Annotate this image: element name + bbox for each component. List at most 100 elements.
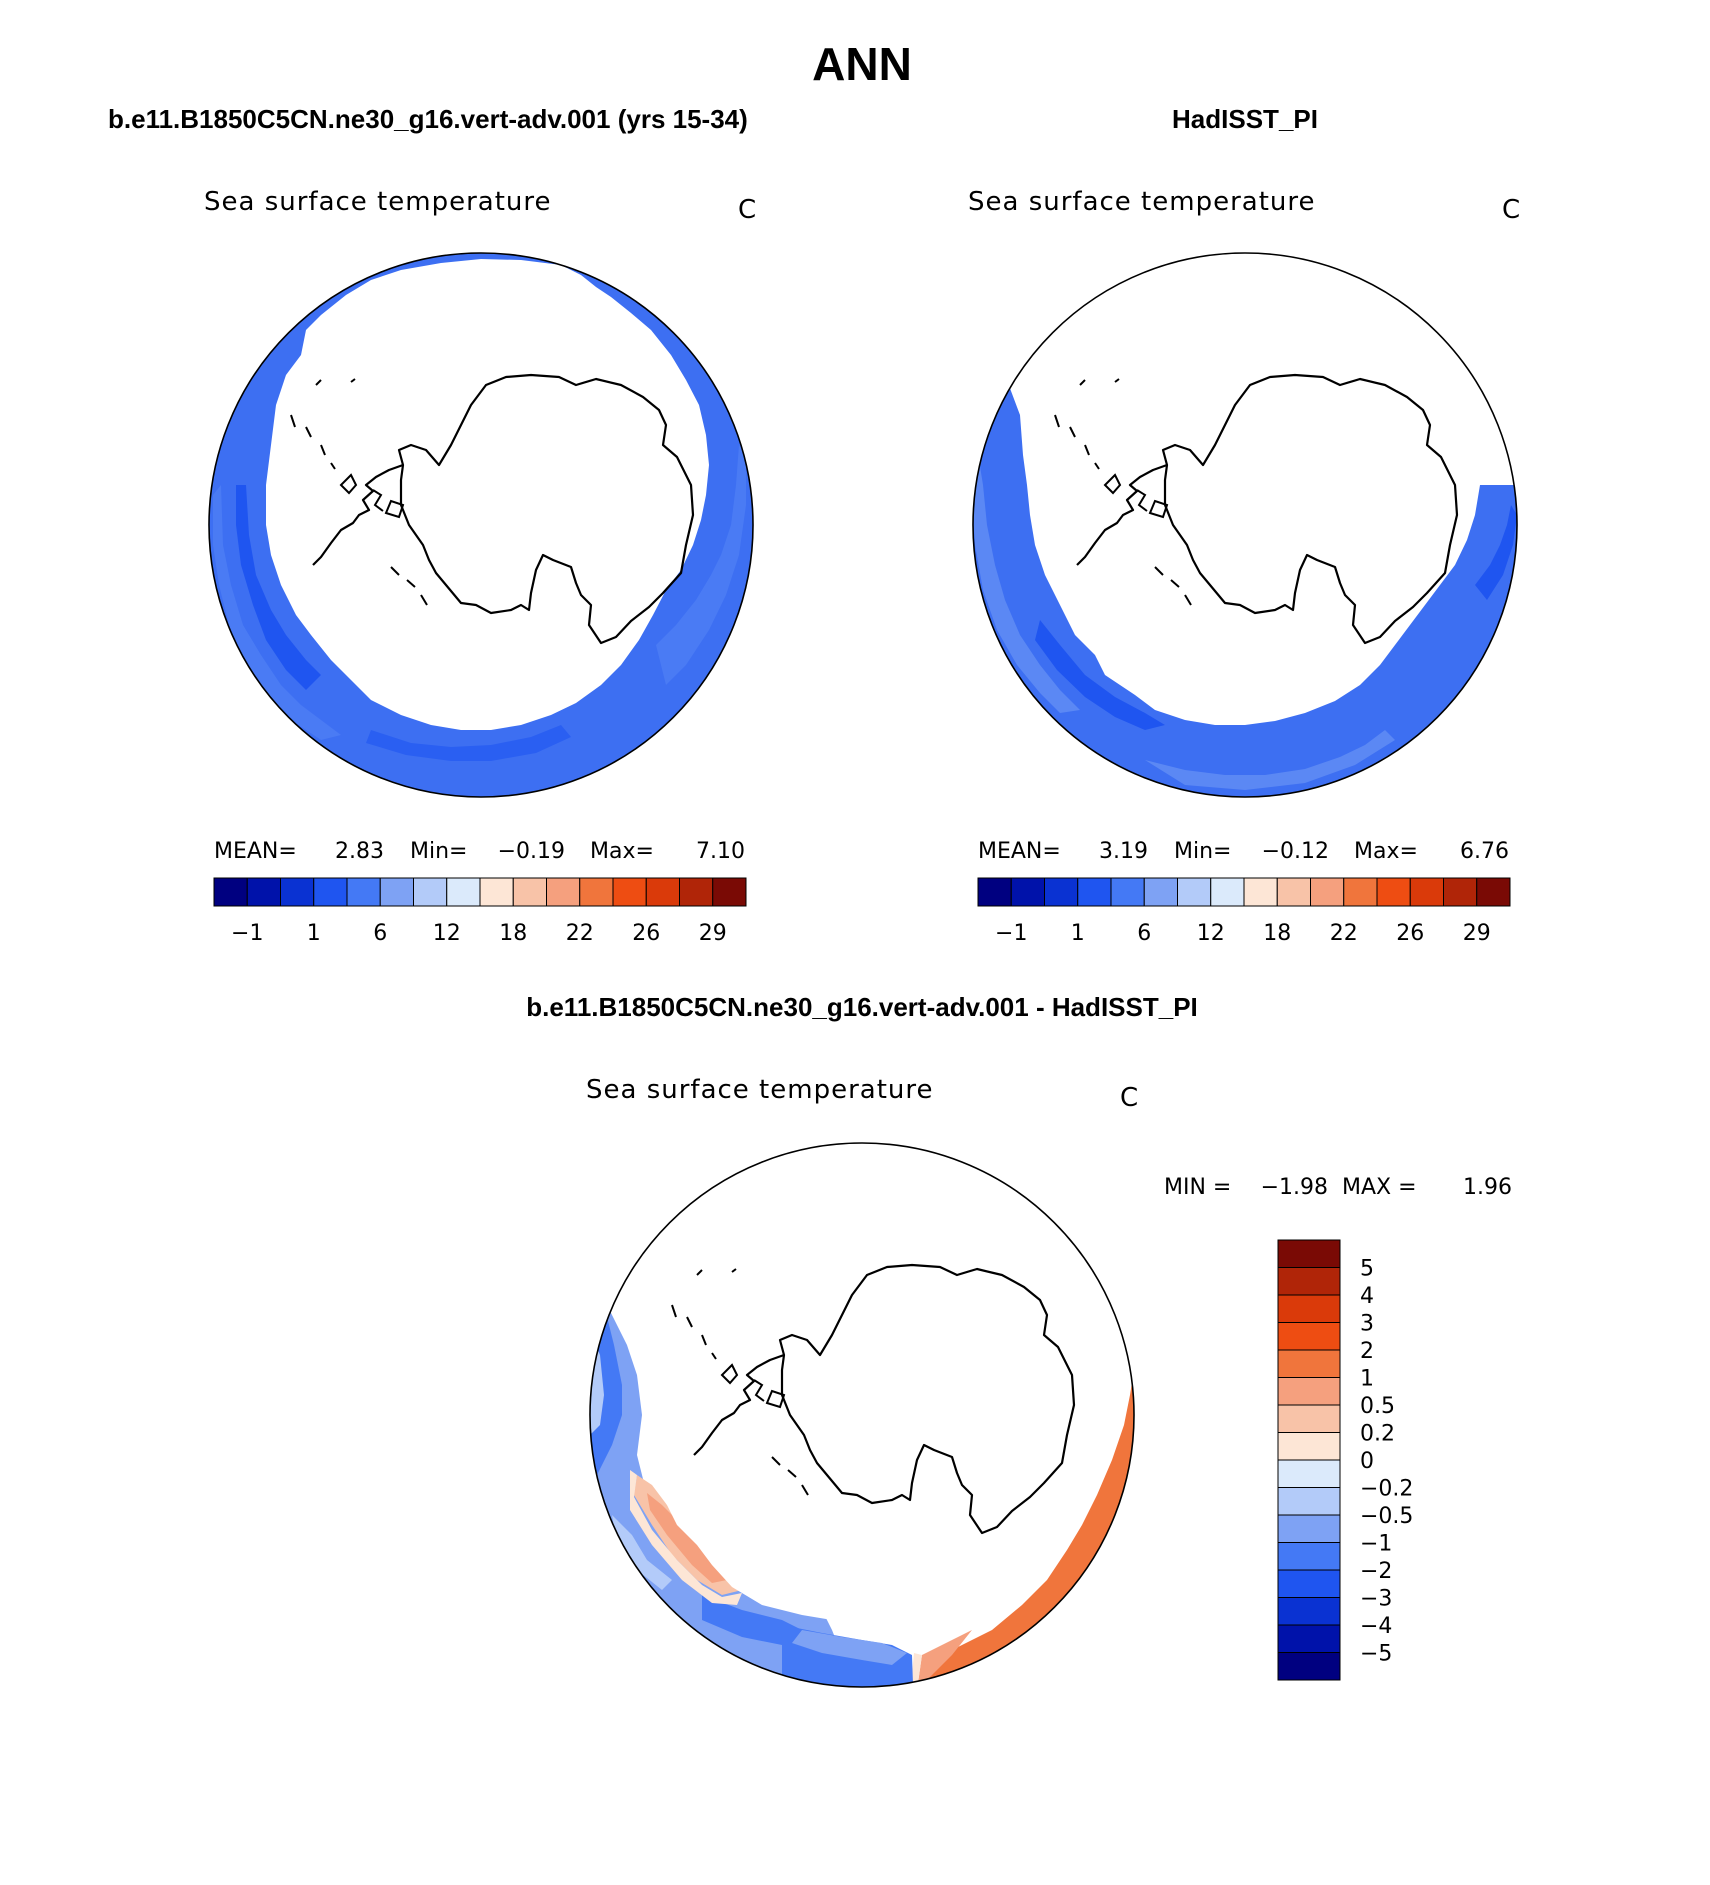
obs-colorbar-tick-label: 6: [1137, 921, 1151, 946]
obs-mean-label: MEAN=: [978, 839, 1061, 864]
diff-colorbar-tick-label: −1: [1360, 1532, 1392, 1557]
obs-colorbar: −1 1 6 12 18 22 26 29: [977, 877, 1511, 946]
model-mean-label: MEAN=: [214, 839, 297, 864]
model-colorbar-cell: [379, 877, 414, 907]
obs-antarctica-coastline: [1054, 373, 1459, 645]
diff-colorbar: 54 32 10.5 0.20 −0.2−0.5 −1−2 −3−4 −5: [1277, 1239, 1413, 1681]
obs-colorbar-tick-label: 18: [1263, 921, 1291, 946]
diff-colorbar-tick-label: 0.5: [1360, 1394, 1395, 1419]
model-max-label: Max=: [590, 839, 654, 864]
diff-colorbar-cell: [1277, 1404, 1341, 1433]
obs-colorbar-cell: [977, 877, 1012, 907]
diff-colorbar-cell: [1277, 1487, 1341, 1516]
model-header: b.e11.B1850C5CN.ne30_g16.vert-adv.001 (y…: [108, 104, 748, 134]
diff-variable-label: Sea surface temperature: [586, 1075, 933, 1105]
diff-max-label: MAX =: [1342, 1175, 1417, 1200]
model-units-label: C: [738, 195, 756, 225]
obs-max-value: 6.76: [1460, 839, 1509, 864]
diff-colorbar-tick-label: 0: [1360, 1449, 1374, 1474]
obs-ocean-light-band: [973, 435, 1080, 713]
model-ocean-fill: [209, 253, 753, 797]
diff-warm-patch-rim: [630, 1470, 742, 1605]
obs-ocean-south-light: [1145, 730, 1395, 790]
diff-max-value: 1.96: [1463, 1175, 1512, 1200]
diff-colorbar-tick-label: 1: [1360, 1367, 1374, 1392]
obs-colorbar-cell: [1177, 877, 1212, 907]
diff-colorbar-cell: [1277, 1624, 1341, 1653]
model-colorbar-cell: [246, 877, 281, 907]
model-colorbar-cell: [546, 877, 581, 907]
obs-ocean-dark-band: [1035, 620, 1165, 730]
obs-mean-value: 3.19: [1099, 839, 1148, 864]
obs-colorbar-cell: [1310, 877, 1345, 907]
diff-south-cool-light: [792, 1630, 907, 1665]
model-colorbar-cell: [712, 877, 747, 907]
obs-colorbar-cell: [1010, 877, 1045, 907]
obs-header: HadISST_PI: [1172, 104, 1318, 134]
model-ocean-east-band: [656, 445, 746, 685]
model-colorbar-tick-label: 29: [699, 921, 727, 946]
diff-colorbar-tick-label: −3: [1360, 1587, 1392, 1612]
diff-colorbar-cell: [1277, 1652, 1341, 1681]
obs-colorbar-cell: [1476, 877, 1511, 907]
model-warm-spot-2: [209, 425, 217, 435]
obs-colorbar-cell: [1276, 877, 1311, 907]
obs-colorbar-cell: [1143, 877, 1178, 907]
obs-colorbar-tick-label: 22: [1330, 921, 1358, 946]
obs-max-label: Max=: [1354, 839, 1418, 864]
model-max-value: 7.10: [696, 839, 745, 864]
model-ocean-light-band: [213, 485, 341, 740]
obs-colorbar-tick-label: 29: [1463, 921, 1491, 946]
diff-nw-warm-light: [612, 1240, 637, 1265]
model-colorbar-cell: [512, 877, 547, 907]
diff-colorbar-cell: [1277, 1569, 1341, 1598]
diff-colorbar-cell: [1277, 1542, 1341, 1571]
diff-colorbar-cell: [1277, 1459, 1341, 1488]
panel-obs: HadISST_PI Sea surface temperature C: [968, 104, 1520, 946]
model-colorbar-cell: [346, 877, 381, 907]
diff-colorbar-cell: [1277, 1322, 1341, 1351]
diff-header: b.e11.B1850C5CN.ne30_g16.vert-adv.001 - …: [526, 992, 1198, 1022]
obs-colorbar-tick-label: 12: [1197, 921, 1225, 946]
model-colorbar: −1 1 6 12 18 22 26 29: [213, 877, 747, 946]
obs-colorbar-cell: [1110, 877, 1145, 907]
diff-min-label: MIN =: [1164, 1175, 1231, 1200]
model-ocean-south-dark: [366, 725, 571, 761]
obs-variable-label: Sea surface temperature: [968, 187, 1315, 217]
obs-units-label: C: [1502, 195, 1520, 225]
model-mean-value: 2.83: [335, 839, 384, 864]
model-colorbar-cell: [413, 877, 448, 907]
diff-colorbar-tick-label: 2: [1360, 1339, 1374, 1364]
model-colorbar-cell: [313, 877, 348, 907]
panel-diff: b.e11.B1850C5CN.ne30_g16.vert-adv.001 - …: [526, 992, 1512, 1688]
diff-map-border: [589, 1142, 1135, 1688]
model-warm-spot: [209, 420, 223, 440]
obs-colorbar-tick-label: 26: [1396, 921, 1424, 946]
diff-colorbar-tick-label: −5: [1360, 1642, 1392, 1667]
model-colorbar-tick-label: 18: [499, 921, 527, 946]
panel-model: b.e11.B1850C5CN.ne30_g16.vert-adv.001 (y…: [108, 104, 756, 946]
model-colorbar-cell: [679, 877, 714, 907]
obs-colorbar-cell: [1376, 877, 1411, 907]
model-colorbar-tick-label: 1: [307, 921, 321, 946]
model-colorbar-cell: [213, 877, 248, 907]
diff-colorbar-cell: [1277, 1267, 1341, 1296]
obs-colorbar-cell: [1077, 877, 1112, 907]
diff-colorbar-tick-label: −0.5: [1360, 1504, 1413, 1529]
model-colorbar-cell: [579, 877, 614, 907]
figure-title: ANN: [812, 38, 912, 90]
obs-colorbar-cell: [1343, 877, 1378, 907]
model-colorbar-cell: [479, 877, 514, 907]
model-polar-map: [208, 252, 754, 798]
diff-colorbar-tick-label: 5: [1360, 1257, 1374, 1282]
model-min-value: −0.19: [498, 839, 565, 864]
obs-colorbar-cell: [1210, 877, 1245, 907]
model-map-border: [208, 252, 754, 798]
diff-west-cool-light-2: [612, 1515, 672, 1590]
diff-colorbar-tick-label: 3: [1360, 1312, 1374, 1337]
obs-min-label: Min=: [1174, 839, 1231, 864]
diff-colorbar-cell: [1277, 1514, 1341, 1543]
diff-units-label: C: [1120, 1083, 1138, 1113]
diff-east-warm-light: [917, 1630, 972, 1687]
